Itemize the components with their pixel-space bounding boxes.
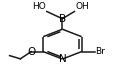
Text: Br: Br	[95, 47, 105, 56]
Text: B: B	[59, 14, 66, 24]
Text: HO: HO	[32, 2, 46, 11]
Text: N: N	[59, 54, 66, 64]
Text: O: O	[27, 47, 35, 57]
Text: OH: OH	[75, 2, 89, 11]
